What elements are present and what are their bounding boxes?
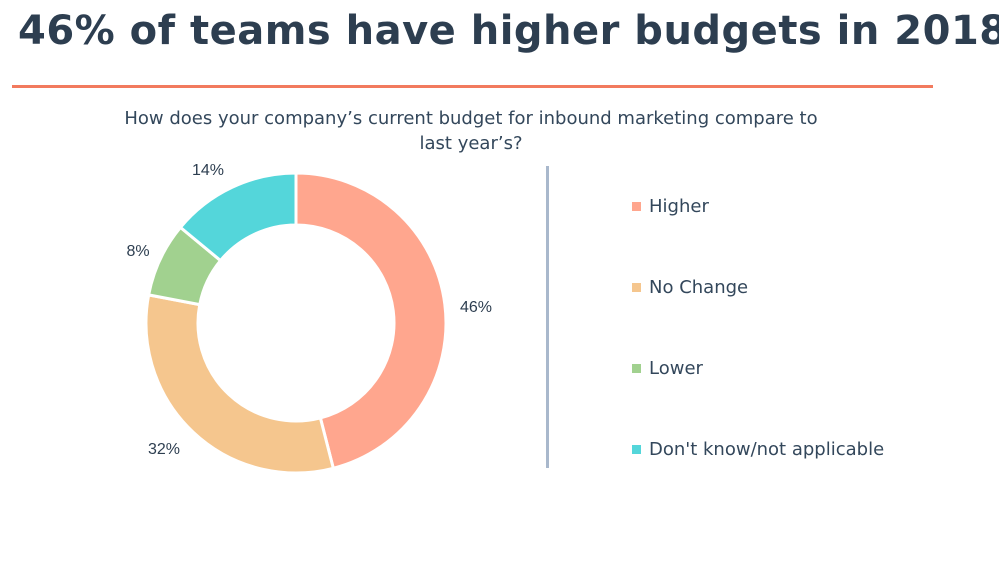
legend-swatch-higher bbox=[632, 201, 641, 211]
donut-slice-no-change bbox=[144, 293, 336, 475]
chart-question-line-2: last year’s? bbox=[419, 133, 523, 154]
data-label-higher: 46% bbox=[460, 299, 492, 316]
legend-item-lower: Lower bbox=[632, 354, 703, 382]
donut-slice-higher bbox=[294, 171, 448, 471]
legend-divider bbox=[546, 166, 549, 468]
legend-label-no-change: No Change bbox=[649, 276, 749, 298]
legend-swatch-no-change bbox=[632, 282, 641, 292]
legend-swatch-dont-know bbox=[632, 444, 641, 454]
data-label-no-change: 32% bbox=[148, 441, 180, 458]
legend-item-no-change: No Change bbox=[632, 273, 748, 301]
donut-slice-dont-know bbox=[178, 171, 298, 263]
legend-label-higher: Higher bbox=[649, 195, 709, 217]
data-label-lower: 8% bbox=[126, 243, 149, 260]
page-title: 46% of teams have higher budgets in 2018 bbox=[18, 8, 999, 54]
chart-question: How does your company’s current budget f… bbox=[110, 106, 832, 156]
chart-question-line-1: How does your company’s current budget f… bbox=[124, 108, 818, 129]
title-underline bbox=[12, 85, 933, 88]
legend-item-higher: Higher bbox=[632, 192, 709, 220]
legend-item-dont-know: Don't know/not applicable bbox=[632, 435, 884, 463]
legend-swatch-lower bbox=[632, 363, 641, 373]
data-label-dont-know: 14% bbox=[192, 162, 224, 179]
legend-label-lower: Lower bbox=[649, 357, 703, 379]
legend-label-dont-know: Don't know/not applicable bbox=[649, 438, 885, 460]
